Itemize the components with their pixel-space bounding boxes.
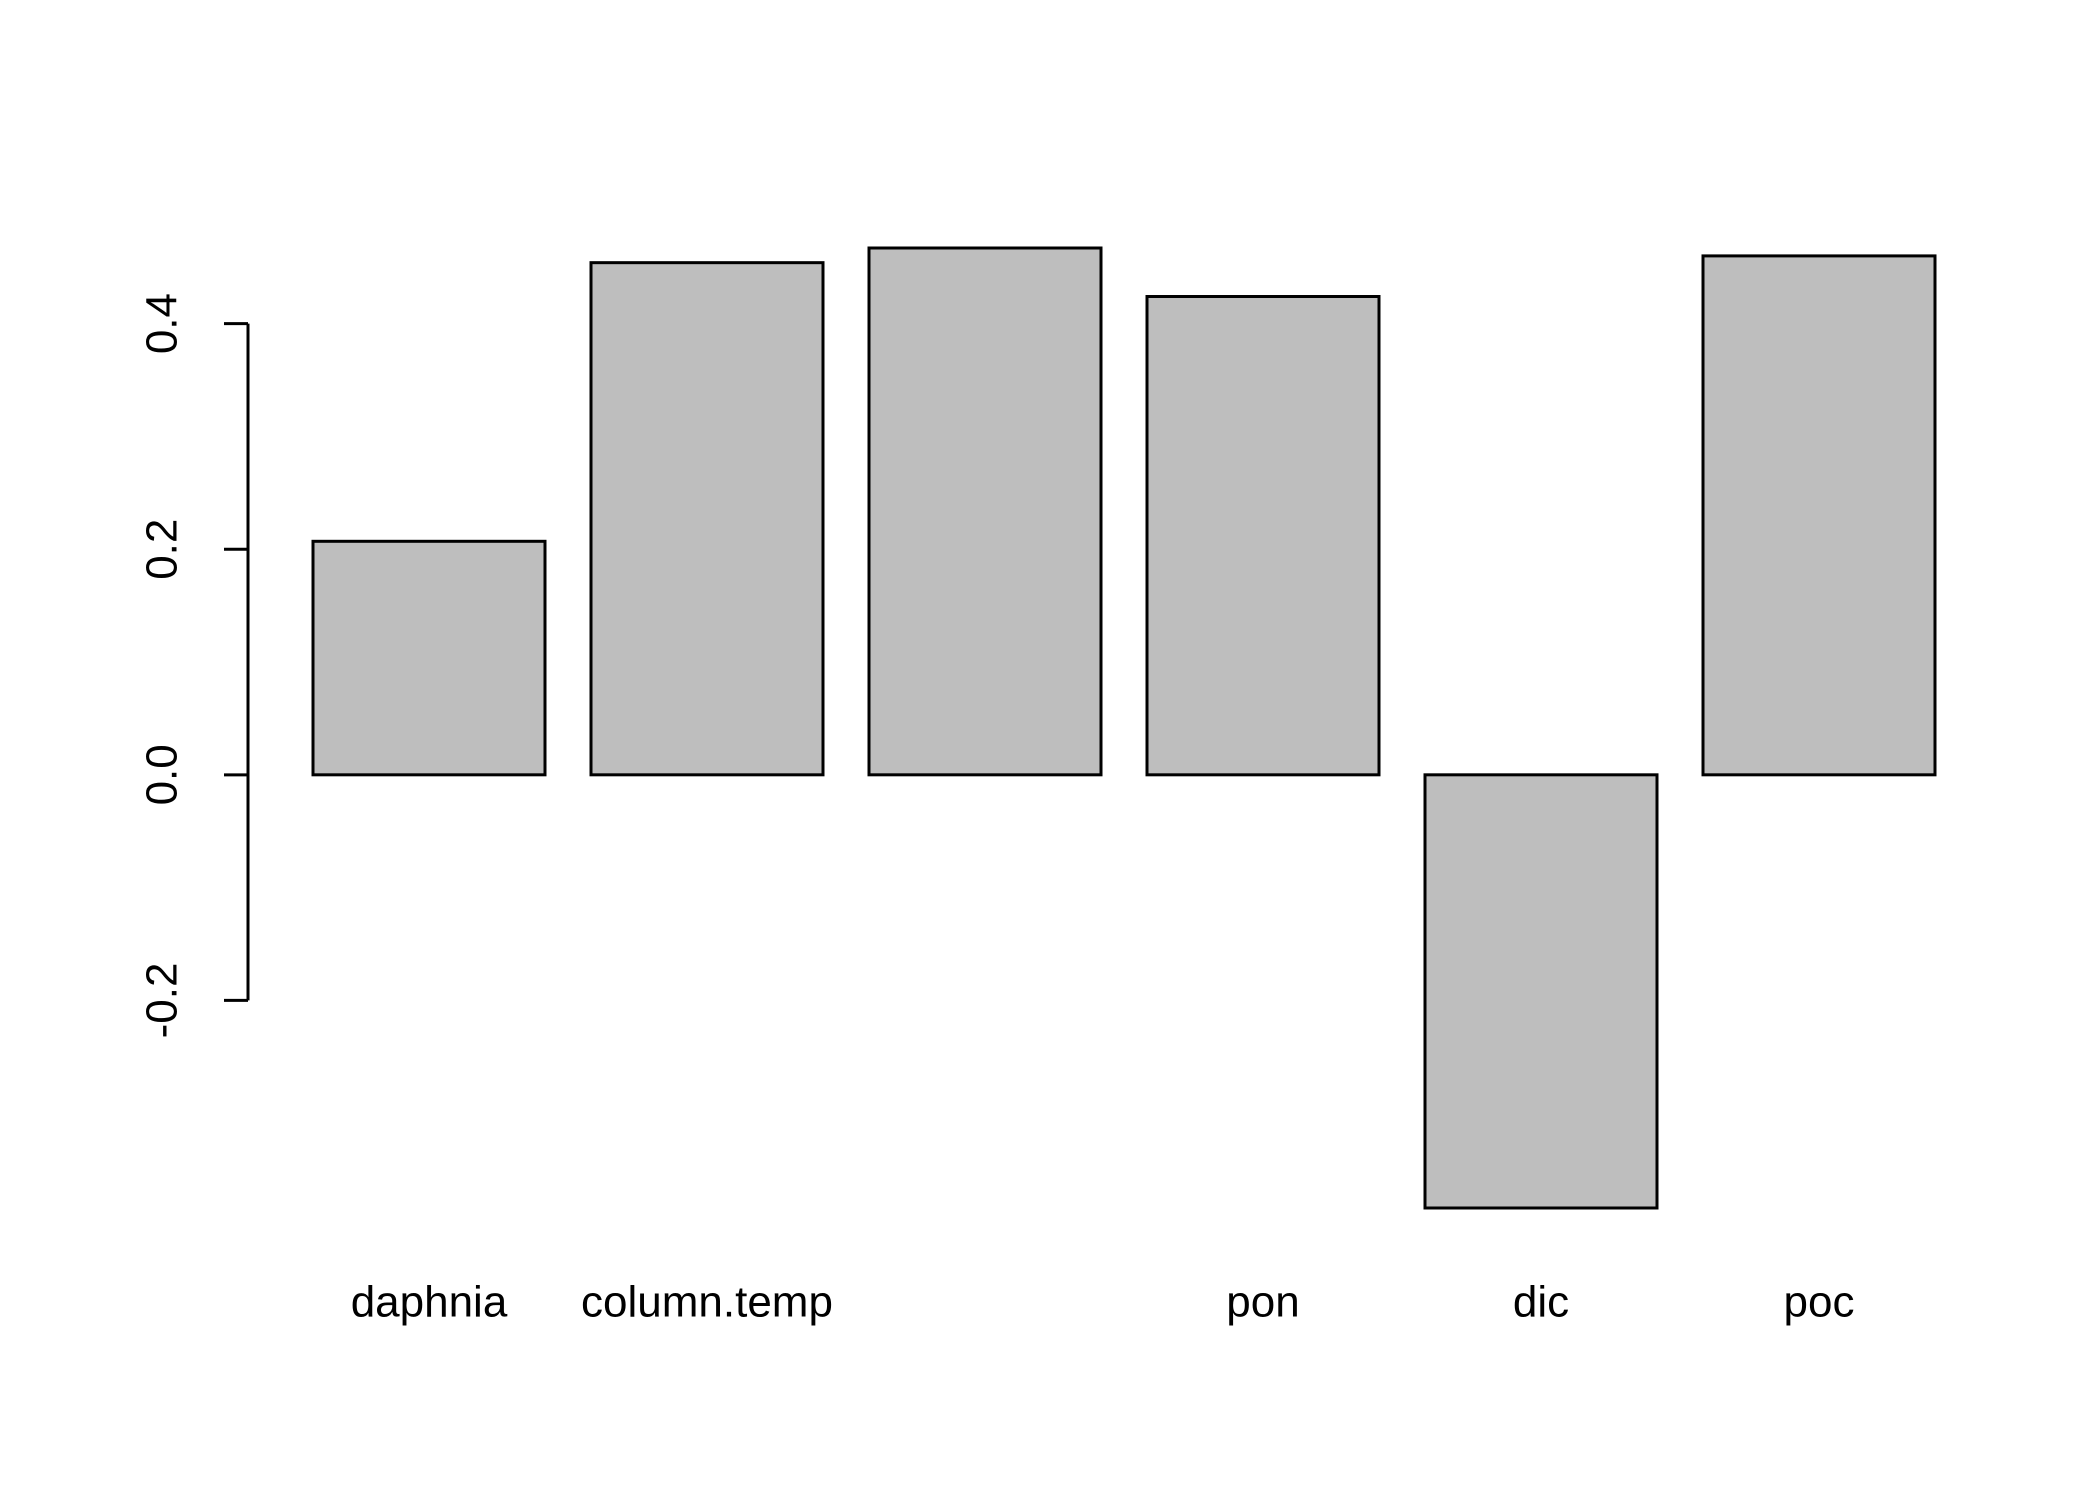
category-labels: daphnia column.temp pon dic poc [351,1278,1855,1327]
bars [311,246,1937,1210]
category-label: column.temp [581,1278,833,1327]
category-label: pon [1226,1278,1299,1327]
y-tick-label: 0.4 [138,293,187,354]
bar-poc [1701,254,1937,777]
bar-column-temp [589,261,825,777]
bar-pon [1145,295,1381,777]
bar-daphnia [311,539,547,777]
y-tick-label: 0.2 [138,519,187,580]
bar-dic [1423,773,1659,1210]
category-label: daphnia [351,1278,508,1327]
bar-series-3 [867,246,1103,777]
category-label: poc [1784,1278,1855,1327]
y-tick-label: 0.0 [138,744,187,805]
y-axis: -0.2 0.0 0.2 0.4 [138,293,250,1039]
y-tick-label: -0.2 [138,963,187,1039]
category-label: dic [1513,1278,1569,1327]
